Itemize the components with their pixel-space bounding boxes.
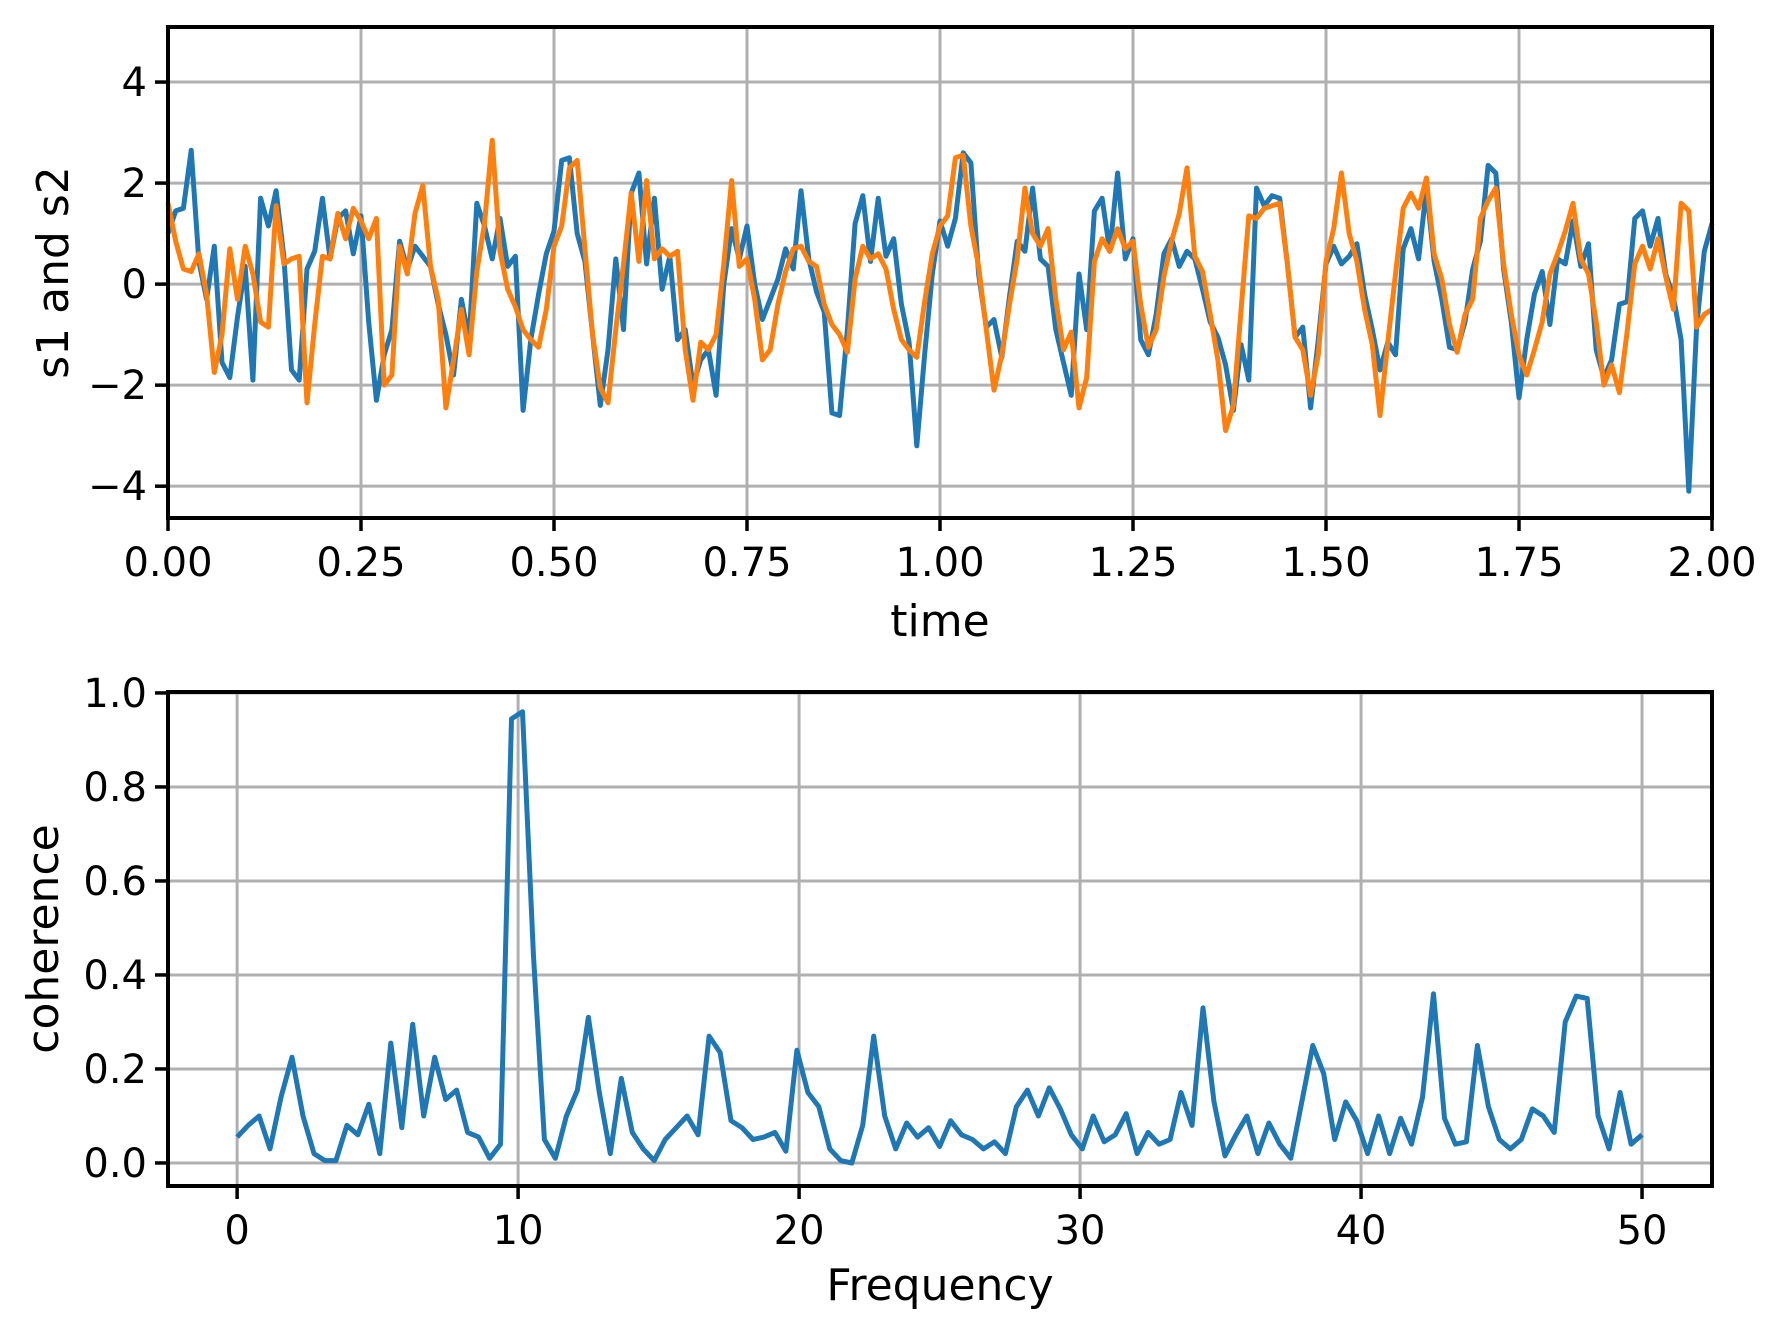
x-tick-label: 1.75 xyxy=(1474,540,1563,586)
signals-subplot: 0.00 0.25 0.50 0.75 1.00 1.25 1.50 1.75 2.00 −4 −2… xyxy=(28,25,1757,647)
x-tick-label: 50 xyxy=(1617,1208,1668,1254)
x-tick-label: 1.50 xyxy=(1281,540,1370,586)
x-axis-label-frequency: Frequency xyxy=(826,1260,1053,1311)
x-axis-label-time: time xyxy=(890,596,989,647)
ticks: 0.00 0.25 0.50 0.75 1.00 1.25 1.50 1.75 2.00 −4 −2… xyxy=(88,60,1757,586)
coherence-subplot: 0 10 20 30 40 500.00.20.40.60.81.0 Frequency … xyxy=(18,671,1714,1311)
y-tick-label: 0.0 xyxy=(83,1141,147,1187)
y-tick-label: 0 xyxy=(122,262,147,308)
y-tick-label: 2 xyxy=(122,161,147,207)
x-tick-label: 0.75 xyxy=(702,540,791,586)
x-tick-label: 1.25 xyxy=(1088,540,1177,586)
y-tick-label: 0.2 xyxy=(83,1047,147,1093)
y-axis-label-s1-and-s2: s1 and s2 xyxy=(28,166,79,379)
y-tick-label: 4 xyxy=(122,60,147,106)
coherence-chart-area: 0 10 20 30 40 50 0.0 0.2 0.4 0.6 0.8 1.0 xyxy=(83,671,1714,1254)
x-tick-label: 0.00 xyxy=(123,540,212,586)
y-tick-label: 0.6 xyxy=(83,859,147,905)
x-tick-label: 10 xyxy=(493,1208,544,1254)
x-tick-label: 0.25 xyxy=(316,540,405,586)
y-tick-label: −4 xyxy=(88,464,147,510)
grid xyxy=(166,27,1714,518)
x-tick-label: 40 xyxy=(1336,1208,1387,1254)
signals-chart-area: 0.00 0.25 0.50 0.75 1.00 1.25 1.50 1.75 2.00 −4 −2… xyxy=(88,25,1757,586)
x-tick-label: 0 xyxy=(224,1208,249,1254)
x-tick-label: 1.00 xyxy=(895,540,984,586)
y-tick-label: −2 xyxy=(88,363,147,409)
series-s2 xyxy=(165,137,1714,434)
x-tick-label: 0.50 xyxy=(509,540,598,586)
y-tick-label: 1.0 xyxy=(83,671,147,717)
x-tick-label: 2.00 xyxy=(1667,540,1756,586)
y-tick-label: 0.8 xyxy=(83,765,147,811)
y-tick-label: 0.4 xyxy=(83,953,147,999)
series-coherence xyxy=(235,709,1644,1166)
axes-spines xyxy=(166,690,1714,1188)
x-tick-label: 30 xyxy=(1055,1208,1106,1254)
grid xyxy=(168,691,1712,1186)
ticks: 0 10 20 30 40 50 0.0 0.2 0.4 0.6 0.8 1.0 xyxy=(83,671,1667,1254)
x-tick-label: 20 xyxy=(774,1208,825,1254)
y-axis-label-coherence: coherence xyxy=(18,824,69,1053)
